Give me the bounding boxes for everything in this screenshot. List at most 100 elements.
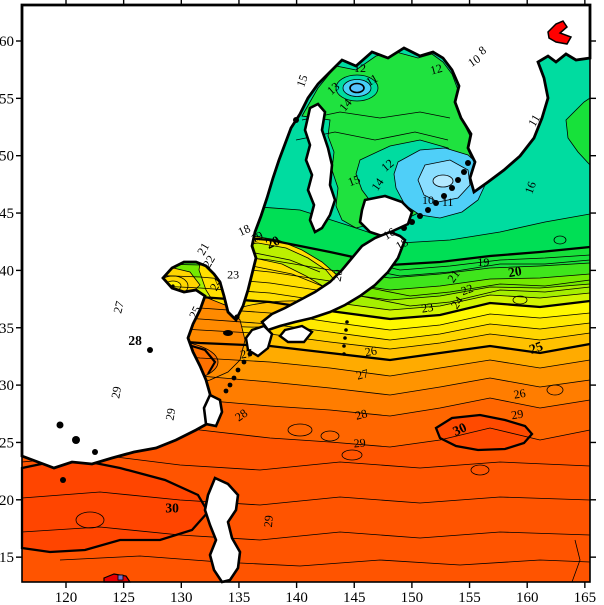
contour-label: 20 xyxy=(264,232,283,251)
contour-label: 29 xyxy=(163,407,179,421)
contour-label: 27 xyxy=(355,366,370,383)
jeju-island xyxy=(223,330,233,336)
y-tick-label: 25 xyxy=(0,435,14,451)
kuril-island-dot xyxy=(401,225,407,231)
contour-label: 30 xyxy=(165,500,179,515)
x-tick-label: 130 xyxy=(170,590,193,605)
sakhalin-island xyxy=(303,102,337,234)
kuril-island-dot xyxy=(417,213,423,219)
kuril-island-dot xyxy=(425,207,431,213)
coastal-islet xyxy=(72,436,80,444)
y-tick-label: 45 xyxy=(0,206,14,222)
x-tick-label: 150 xyxy=(401,590,424,605)
red-anomaly-patches xyxy=(103,20,573,583)
contour-label: 29 xyxy=(108,385,124,399)
landmasses xyxy=(20,3,592,584)
x-tick-label: 165 xyxy=(574,590,597,605)
hokkaido-island xyxy=(358,194,414,238)
contour-label: 16 xyxy=(522,180,539,196)
y-tick-label: 40 xyxy=(0,263,14,279)
contour-label: 29 xyxy=(353,436,366,451)
asian-continent xyxy=(20,3,592,470)
y-tick-label: 50 xyxy=(0,149,14,165)
y-tick-label: 55 xyxy=(0,91,14,107)
contour-line xyxy=(21,491,591,506)
contour-label: 23 xyxy=(420,300,434,316)
contour-label: 23 xyxy=(227,267,239,281)
honshu-island xyxy=(260,230,407,332)
ryukyu-island-dot xyxy=(223,388,229,394)
contour-line xyxy=(21,526,591,541)
y-tick-label: 15 xyxy=(0,550,14,566)
contour-label: 20 xyxy=(507,263,523,280)
contour-line xyxy=(349,259,591,277)
contour-line xyxy=(359,279,591,297)
contour-label: 15 xyxy=(293,73,310,89)
closed-contour-ring xyxy=(287,423,313,437)
closed-contour-ring xyxy=(341,449,363,461)
y-tick-label: 20 xyxy=(0,493,14,509)
closed-contour-ring xyxy=(470,464,490,476)
contour-label: 12 xyxy=(429,61,444,78)
contour-label: 22 xyxy=(459,281,475,298)
contour-label: 25 xyxy=(186,304,204,321)
contour-label: 19 xyxy=(248,228,265,246)
ryukyu-island-dot xyxy=(231,375,237,381)
kuril-island-dot xyxy=(461,169,467,175)
closed-contour-ring xyxy=(512,295,528,305)
kuril-island-dot xyxy=(409,219,415,225)
contour-label: 10 xyxy=(422,193,434,207)
contour-label: 27 xyxy=(110,300,127,315)
kuril-island-dot xyxy=(441,193,447,199)
izu-island-dot xyxy=(344,328,348,332)
x-tick-label: 145 xyxy=(343,590,366,605)
y-tick-label: 60 xyxy=(0,34,14,50)
x-tick-label: 140 xyxy=(285,590,308,605)
shikoku-island xyxy=(278,324,314,344)
contour-label: 29 xyxy=(510,406,524,422)
contour-line xyxy=(59,555,591,567)
contour-label: 28 xyxy=(128,333,142,348)
closed-contour-ring xyxy=(553,235,567,245)
contour-line xyxy=(571,539,581,583)
tsushima-island-dot xyxy=(234,314,240,320)
contour-label: 11 xyxy=(442,195,454,209)
ryukyu-island-dot xyxy=(247,351,253,357)
coastal-islet xyxy=(92,449,98,455)
x-tick-label: 125 xyxy=(112,590,135,605)
y-tick-label: 30 xyxy=(0,378,14,394)
kuril-island-dot xyxy=(455,177,461,183)
izu-island-dot xyxy=(345,320,349,324)
contour-label: 12 xyxy=(354,61,366,75)
contour-label: 29 xyxy=(261,515,276,528)
kuril-island-dot xyxy=(449,185,455,191)
warm-pool-30-southwest xyxy=(20,456,210,554)
contour-label: 27 xyxy=(239,346,253,362)
coastal-islet xyxy=(56,421,64,429)
contour-label: 30 xyxy=(450,419,469,438)
izu-island-dot xyxy=(342,352,346,356)
kuril-island-dot xyxy=(433,200,439,206)
luzon-island xyxy=(203,476,242,584)
izu-island-dot xyxy=(342,344,346,348)
blue-speck-south xyxy=(117,574,124,581)
closed-contour-ring xyxy=(75,511,105,529)
x-tick-label: 160 xyxy=(516,590,539,605)
x-tick-label: 155 xyxy=(458,590,481,605)
coastal-islet xyxy=(147,347,153,353)
coastal-islet xyxy=(60,477,66,483)
coastal-islet xyxy=(293,117,299,123)
okhotsk-eddy-core xyxy=(349,82,365,94)
x-tick-label: 135 xyxy=(228,590,251,605)
contour-label: 18 xyxy=(236,221,253,239)
contour-label: 25 xyxy=(527,338,545,357)
contour-label: 26 xyxy=(364,343,378,359)
taiwan-island xyxy=(202,393,224,428)
x-tick-label: 120 xyxy=(55,590,78,605)
kyushu-island xyxy=(244,324,274,358)
contour-line xyxy=(359,286,591,307)
contour-label: 19 xyxy=(477,255,489,269)
